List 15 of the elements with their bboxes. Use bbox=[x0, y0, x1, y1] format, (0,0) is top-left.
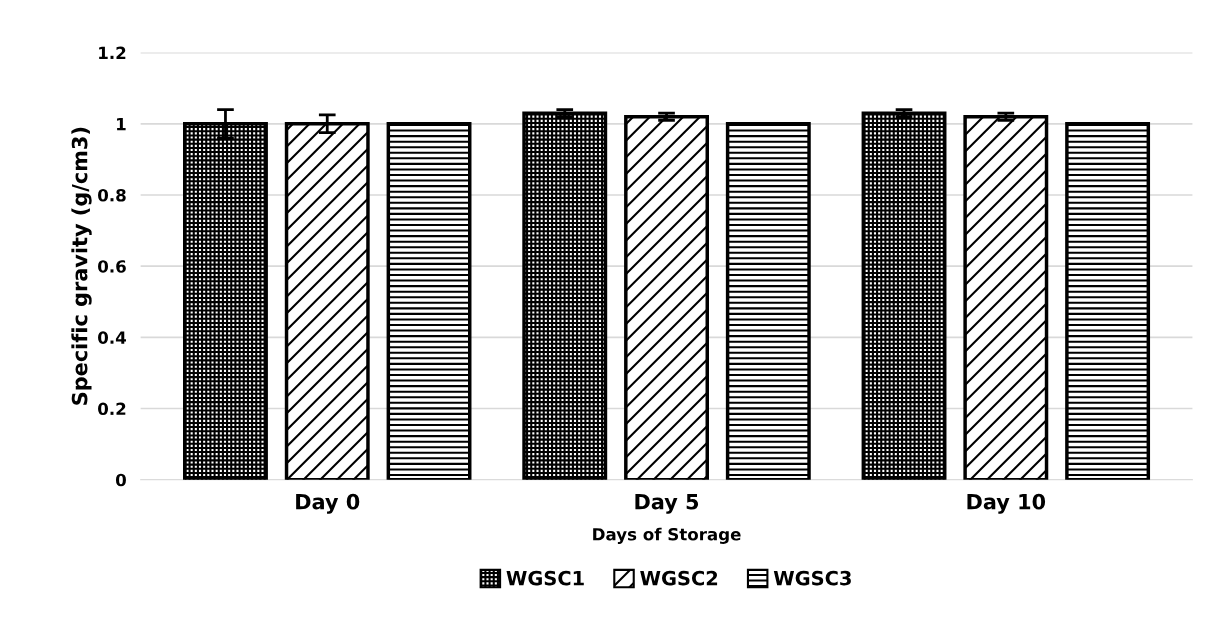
legend-label: WGSC3 bbox=[773, 570, 851, 586]
y-tick-label: 0.6 bbox=[98, 260, 126, 273]
legend-label: WGSC1 bbox=[506, 570, 584, 586]
x-tick-label: Day 0 bbox=[296, 493, 360, 514]
y-tick-label: 0.8 bbox=[98, 188, 126, 202]
x-tick-label: Day 10 bbox=[967, 493, 1046, 514]
y-axis-title: Specific gravity (g/cm3) bbox=[71, 127, 92, 405]
x-tick-label: Day 5 bbox=[635, 494, 699, 514]
y-tick-label: 0.2 bbox=[98, 402, 126, 416]
y-tick-label: 1.2 bbox=[99, 46, 126, 59]
legend-label: WGSC2 bbox=[640, 570, 718, 586]
x-axis-title: Days of Storage bbox=[593, 527, 741, 544]
y-tick-label: 0.4 bbox=[98, 331, 126, 344]
y-tick-label: 0 bbox=[115, 473, 126, 487]
y-tick-label: 1 bbox=[117, 117, 126, 131]
